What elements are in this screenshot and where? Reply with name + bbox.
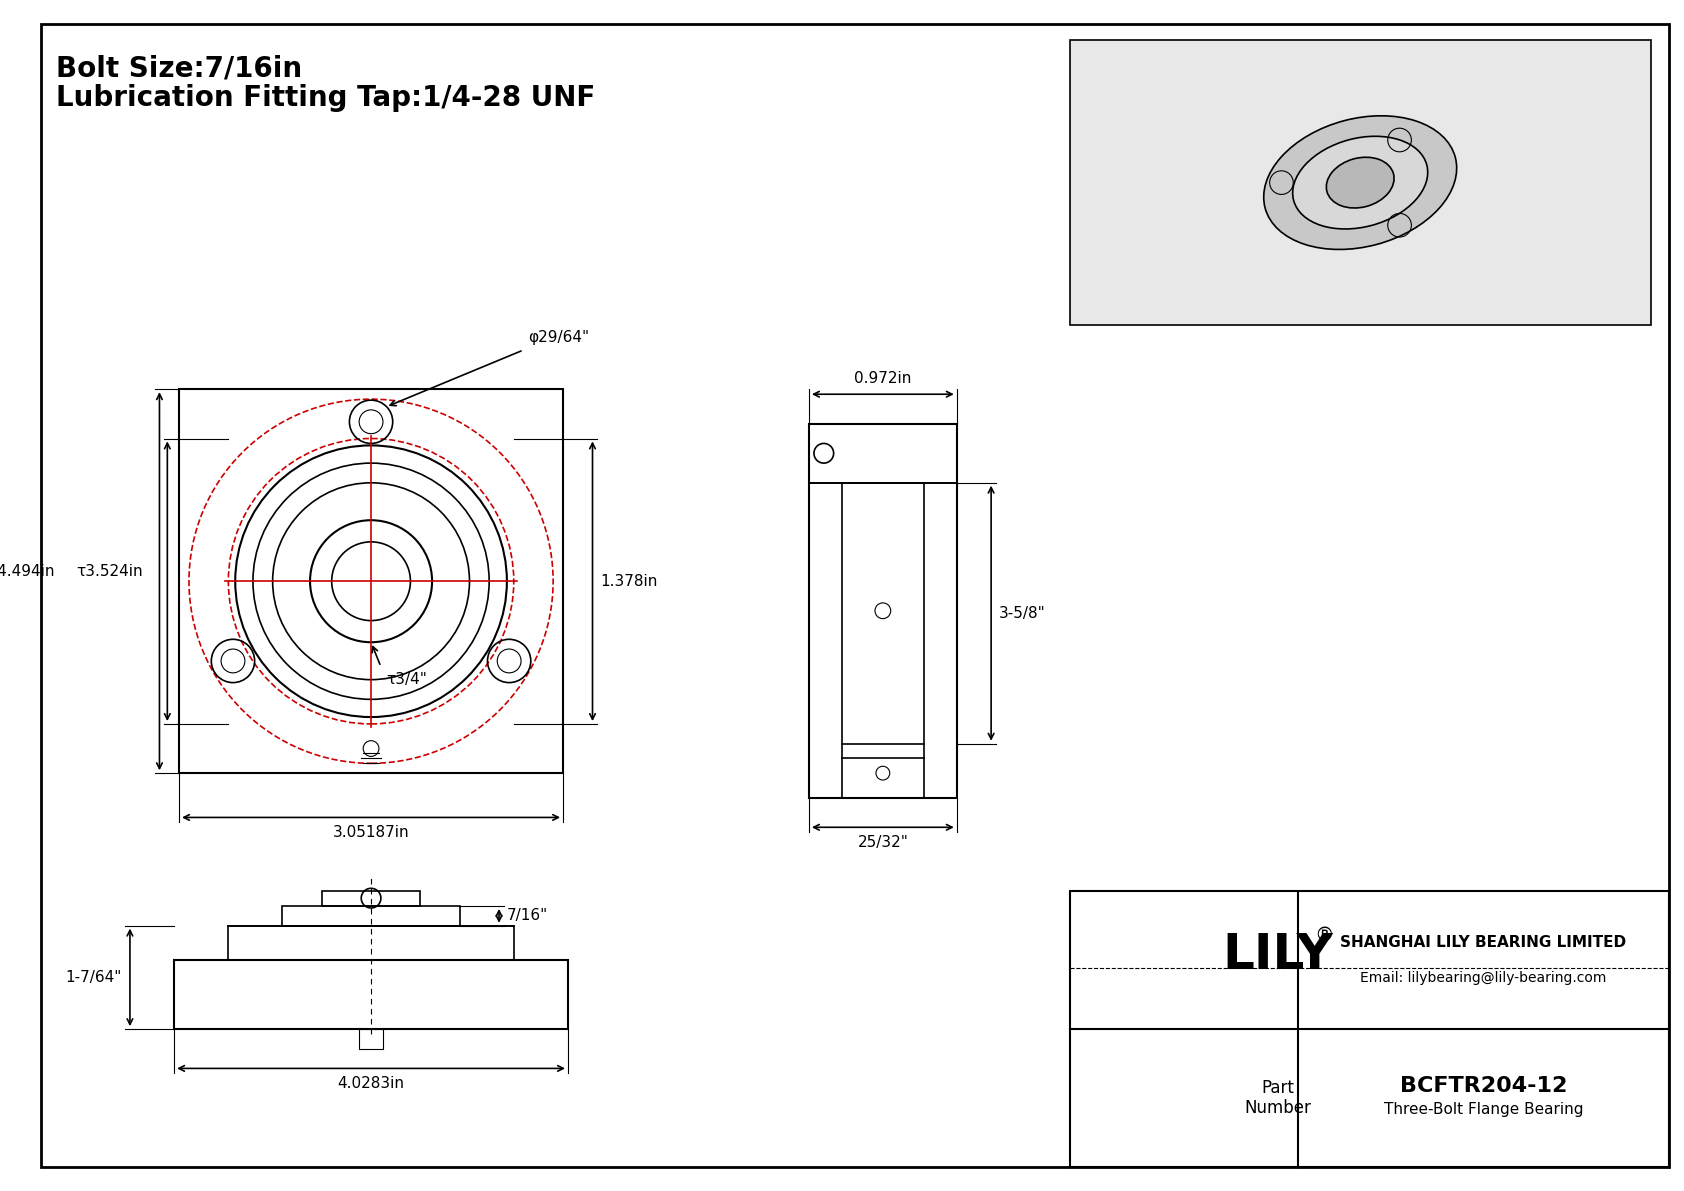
Text: τ3/4": τ3/4": [386, 672, 426, 687]
Text: 3.05187in: 3.05187in: [333, 825, 409, 841]
Text: 4.0283in: 4.0283in: [337, 1077, 404, 1091]
Bar: [179, 389, 562, 773]
Ellipse shape: [1293, 136, 1428, 229]
Text: 1.378in: 1.378in: [601, 574, 658, 588]
Bar: [808, 424, 957, 482]
Text: ®: ®: [1315, 927, 1334, 944]
Text: Part: Part: [1261, 1079, 1295, 1097]
Bar: [808, 424, 957, 798]
Text: LILY: LILY: [1223, 931, 1334, 979]
Text: Lubrication Fitting Tap:1/4-28 UNF: Lubrication Fitting Tap:1/4-28 UNF: [56, 85, 596, 112]
Text: 0.972in: 0.972in: [854, 372, 911, 386]
Text: 1-7/64": 1-7/64": [66, 969, 121, 985]
Text: SHANGHAI LILY BEARING LIMITED: SHANGHAI LILY BEARING LIMITED: [1340, 935, 1627, 950]
Bar: [173, 960, 568, 1029]
Text: φ29/64": φ29/64": [529, 330, 589, 345]
Bar: [842, 482, 925, 798]
Bar: [322, 891, 421, 906]
Text: 3-5/8": 3-5/8": [999, 606, 1046, 621]
Ellipse shape: [1263, 116, 1457, 249]
Text: 25/32": 25/32": [857, 835, 908, 850]
Text: Email: lilybearing@lily-bearing.com: Email: lilybearing@lily-bearing.com: [1361, 971, 1607, 985]
Bar: [359, 1029, 382, 1049]
Text: BCFTR204-12: BCFTR204-12: [1399, 1077, 1568, 1096]
Bar: [1069, 891, 1669, 1167]
Bar: [229, 925, 514, 960]
Text: Bolt Size:7/16in: Bolt Size:7/16in: [56, 55, 301, 82]
Bar: [283, 906, 460, 925]
Text: Number: Number: [1244, 1099, 1312, 1117]
Text: φ4.494in: φ4.494in: [0, 563, 54, 579]
Text: Three-Bolt Flange Bearing: Three-Bolt Flange Bearing: [1384, 1102, 1583, 1117]
Text: τ3.524in: τ3.524in: [76, 563, 143, 579]
Bar: [1069, 40, 1650, 325]
Text: 7/16": 7/16": [507, 909, 547, 923]
Ellipse shape: [1327, 157, 1394, 208]
